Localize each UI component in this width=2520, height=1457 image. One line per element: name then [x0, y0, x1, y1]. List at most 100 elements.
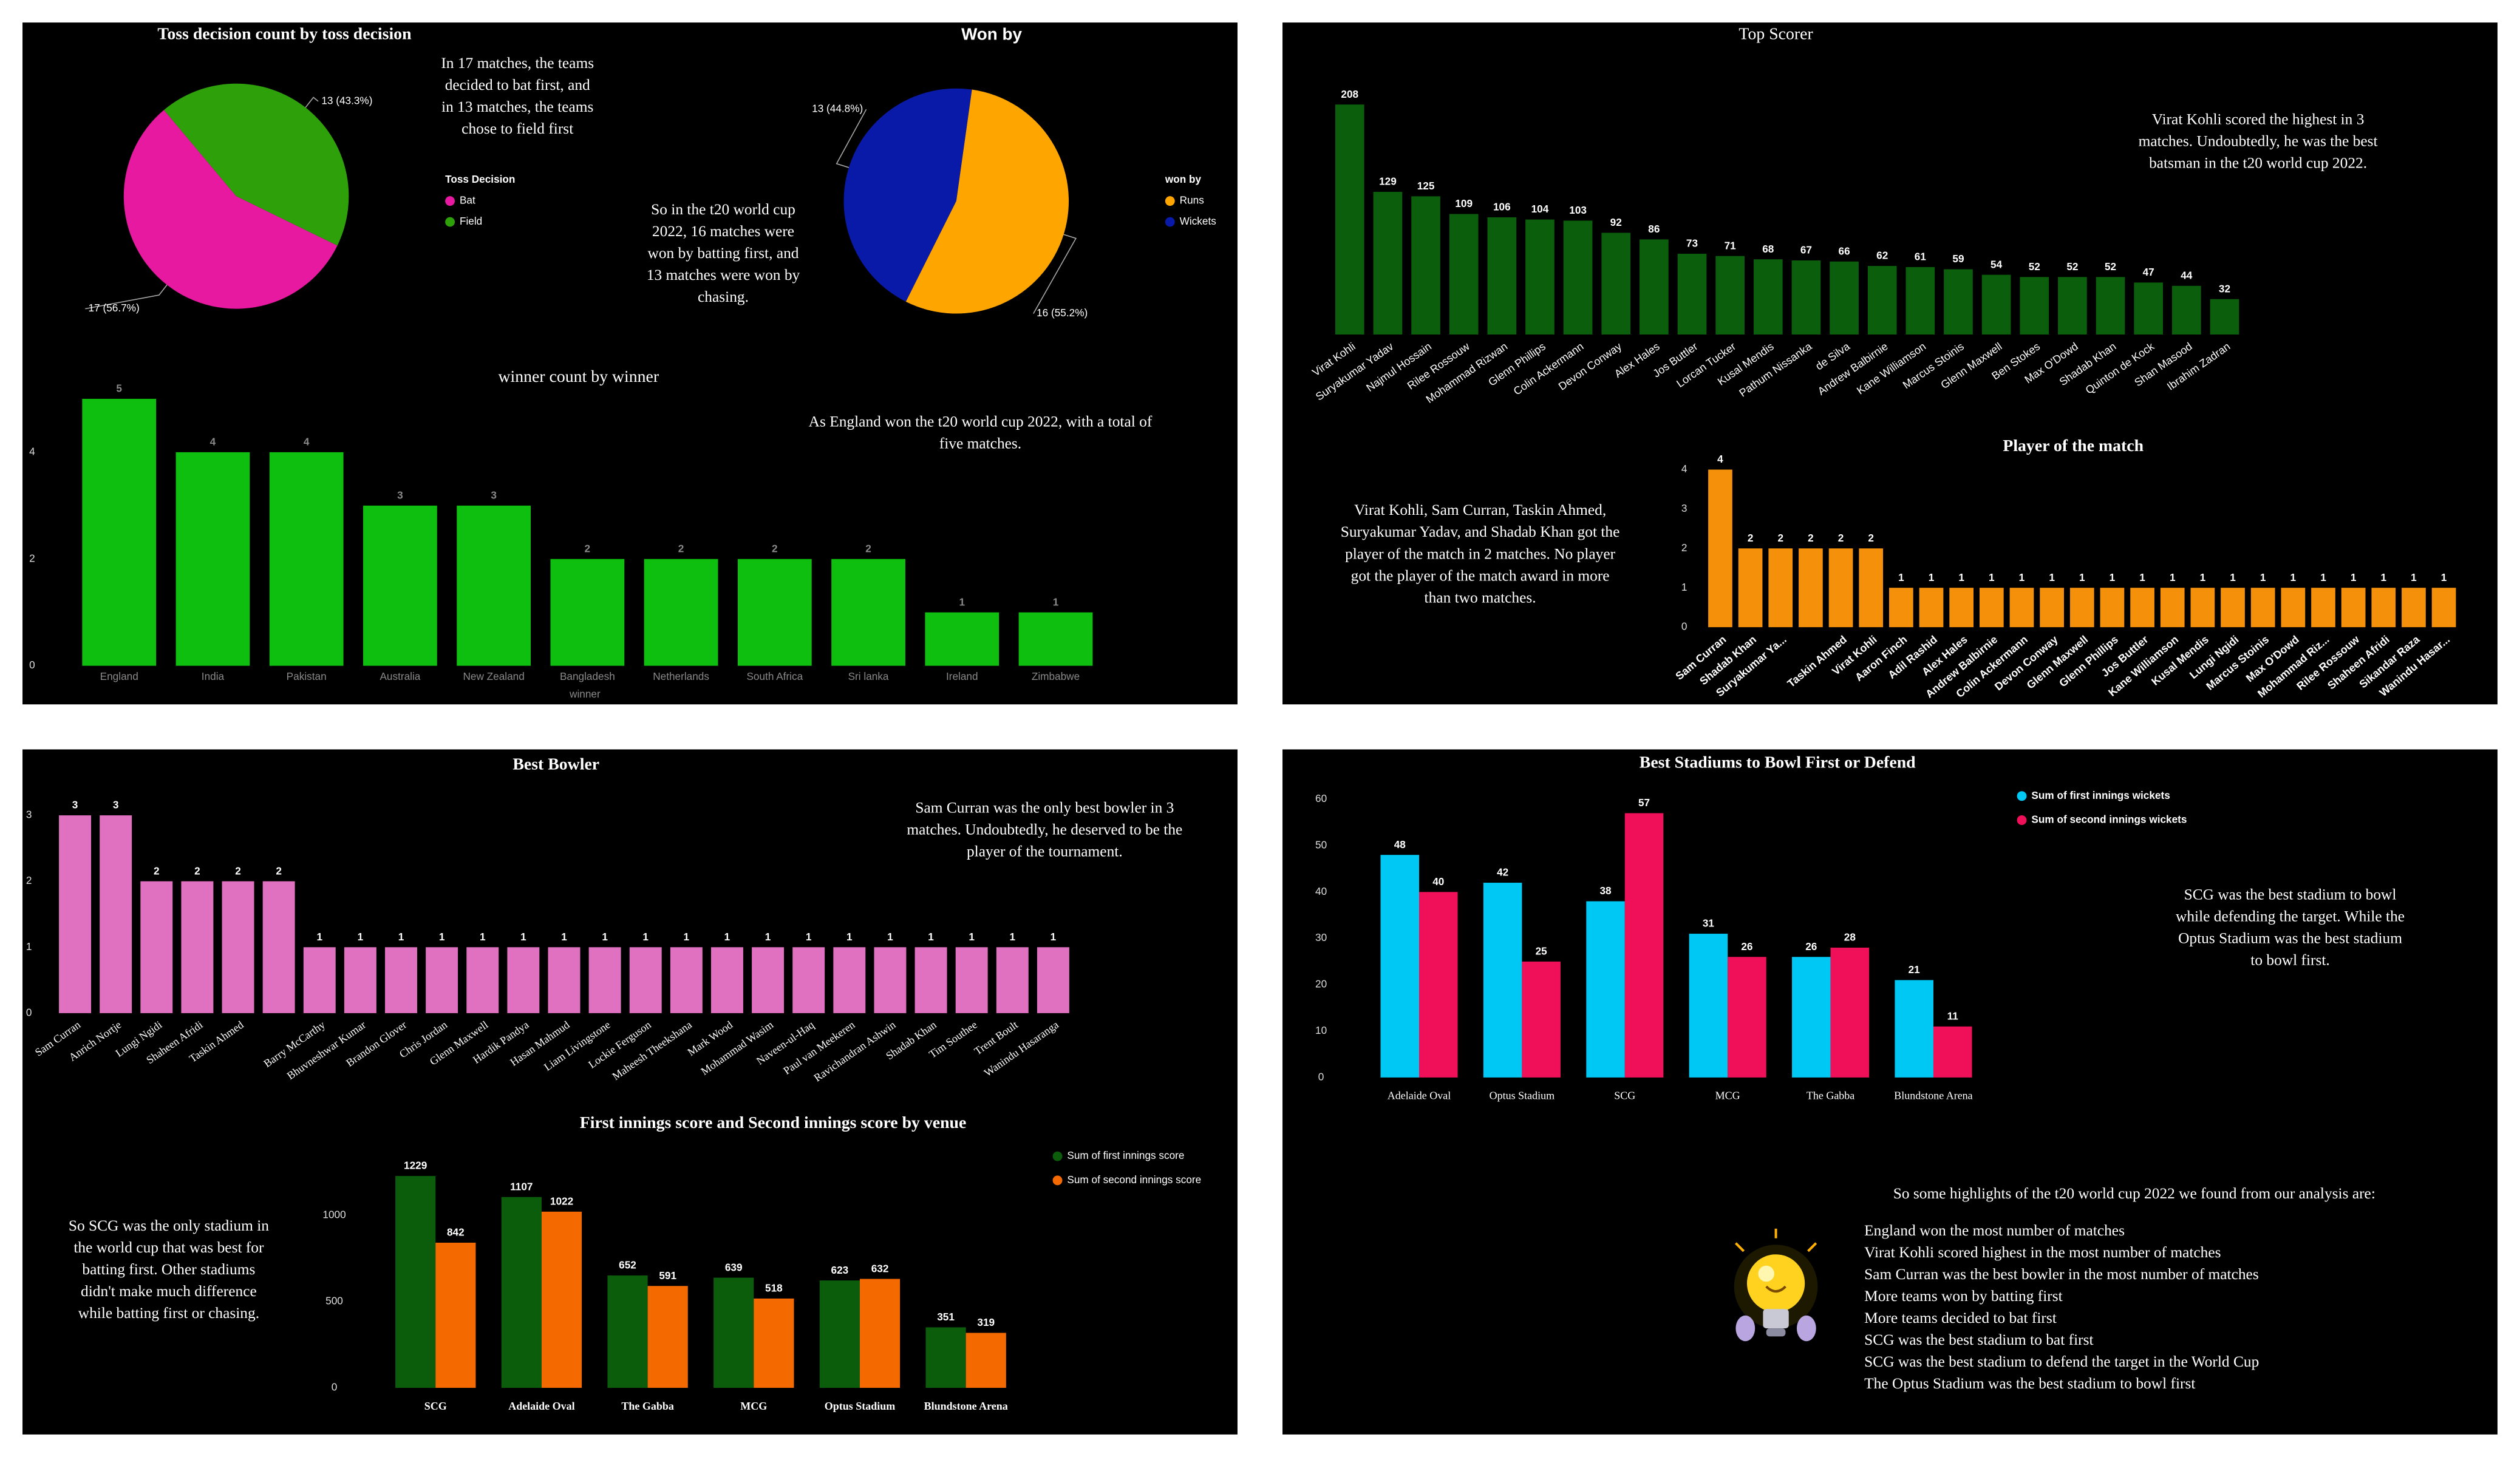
legend-swatch — [445, 196, 455, 206]
bar — [1335, 104, 1364, 335]
bar — [1949, 588, 1974, 628]
bar — [670, 947, 703, 1013]
value-label: 1 — [2019, 571, 2025, 583]
value-label: 623 — [831, 1264, 849, 1276]
x-tick-label: South Africa — [746, 670, 803, 682]
value-label: 52 — [2066, 260, 2078, 273]
bar — [1411, 196, 1440, 335]
highlight-item: More teams won by batting first — [1864, 1288, 2063, 1305]
value-label: 5 — [116, 382, 122, 395]
value-label: 1 — [2049, 571, 2055, 583]
annotation: batsman in the t20 world cup 2022. — [2149, 155, 2367, 172]
legend-title: won by — [1165, 173, 1202, 185]
annotation: 13 matches were won by — [647, 267, 800, 284]
x-tick-label: The Gabba — [621, 1400, 673, 1412]
highlight-item: SCG was the best stadium to bat first — [1864, 1331, 2093, 1348]
bar — [303, 947, 336, 1013]
value-label: 2 — [585, 542, 591, 554]
bar — [713, 1277, 754, 1388]
legend-swatch — [2017, 815, 2027, 825]
annotation: than two matches. — [1425, 589, 1536, 606]
value-label: 86 — [1648, 223, 1660, 235]
bar — [1640, 239, 1669, 335]
y-tick-label: 1 — [1681, 581, 1687, 593]
value-label: 1 — [561, 931, 567, 943]
legend-label: Sum of first innings score — [1067, 1149, 1184, 1161]
value-label: 54 — [1990, 258, 2003, 270]
annotation: won by batting first, and — [648, 245, 799, 262]
bar — [466, 947, 499, 1013]
x-tick-label: India — [202, 670, 225, 682]
lightbulb-icon — [1734, 1228, 1818, 1342]
bar — [2371, 588, 2396, 628]
value-label: 47 — [2143, 266, 2154, 278]
bar — [2190, 588, 2215, 628]
value-label: 28 — [1844, 931, 1856, 943]
value-label: 2 — [1868, 532, 1874, 544]
value-label: 38 — [1599, 885, 1612, 897]
value-label: 1 — [2320, 571, 2326, 583]
bar — [1483, 883, 1522, 1078]
bar — [1828, 548, 1853, 628]
bar — [925, 612, 999, 666]
bar — [819, 1280, 860, 1388]
bar — [1677, 254, 1707, 335]
value-label: 104 — [1531, 203, 1549, 215]
annotation: In 17 matches, the teams — [441, 55, 594, 72]
value-label: 1 — [2411, 571, 2417, 583]
highlight-item: SCG was the best stadium to defend the t… — [1864, 1353, 2259, 1370]
bar — [1380, 855, 1420, 1078]
bar — [1449, 214, 1479, 335]
value-label: 1 — [2079, 571, 2085, 583]
value-label: 1 — [602, 931, 608, 943]
value-label: 40 — [1432, 875, 1444, 888]
chart-title: Best Bowler — [513, 755, 599, 773]
bar — [2020, 277, 2049, 335]
annotation: the world cup that was best for — [73, 1239, 264, 1256]
value-label: 1 — [969, 931, 975, 943]
bar — [1738, 548, 1763, 628]
bar — [1859, 548, 1884, 628]
y-tick-label: 60 — [1315, 792, 1327, 804]
bar — [1522, 961, 1561, 1078]
x-tick-label: SCG — [1614, 1090, 1635, 1102]
value-label: 1 — [439, 931, 445, 943]
annotation: decided to bat first, and — [445, 76, 590, 93]
annotation: SCG was the best stadium to bowl — [2184, 886, 2397, 903]
bar — [363, 505, 437, 666]
y-tick-label: 50 — [1315, 838, 1327, 851]
bar — [1753, 259, 1783, 335]
bar — [457, 505, 531, 666]
bar — [831, 559, 905, 666]
bar — [859, 1279, 901, 1388]
value-label: 1 — [928, 931, 934, 943]
legend-swatch — [2017, 791, 2027, 801]
value-label: 632 — [871, 1262, 889, 1274]
value-label: 1 — [2351, 571, 2357, 583]
bar — [737, 559, 812, 666]
bar — [59, 815, 92, 1013]
value-label: 1107 — [510, 1180, 533, 1192]
value-label: 1 — [2230, 571, 2236, 583]
value-label: 1 — [1989, 571, 1995, 583]
value-label: 1 — [2260, 571, 2266, 583]
bar — [541, 1211, 582, 1388]
bar — [426, 947, 458, 1013]
value-label: 1 — [2381, 571, 2387, 583]
value-label: 1 — [2441, 571, 2447, 583]
value-label: 26 — [1741, 940, 1752, 953]
bar — [1419, 892, 1458, 1078]
value-label: 2 — [235, 864, 241, 877]
chart-title: Best Stadiums to Bowl First or Defend — [1640, 753, 1916, 772]
legend-label: Sum of second innings wickets — [2031, 813, 2187, 826]
value-label: 48 — [1394, 838, 1406, 851]
annotation: Sam Curran was the only best bowler in 3 — [915, 799, 1174, 816]
value-label: 2 — [865, 542, 871, 554]
value-label: 11 — [1947, 1010, 1959, 1022]
bar — [395, 1176, 436, 1388]
value-label: 61 — [1915, 251, 1927, 263]
highlight-item: Sam Curran was the best bowler in the mo… — [1864, 1266, 2259, 1283]
leader-line — [85, 284, 168, 310]
bar — [925, 1327, 966, 1388]
